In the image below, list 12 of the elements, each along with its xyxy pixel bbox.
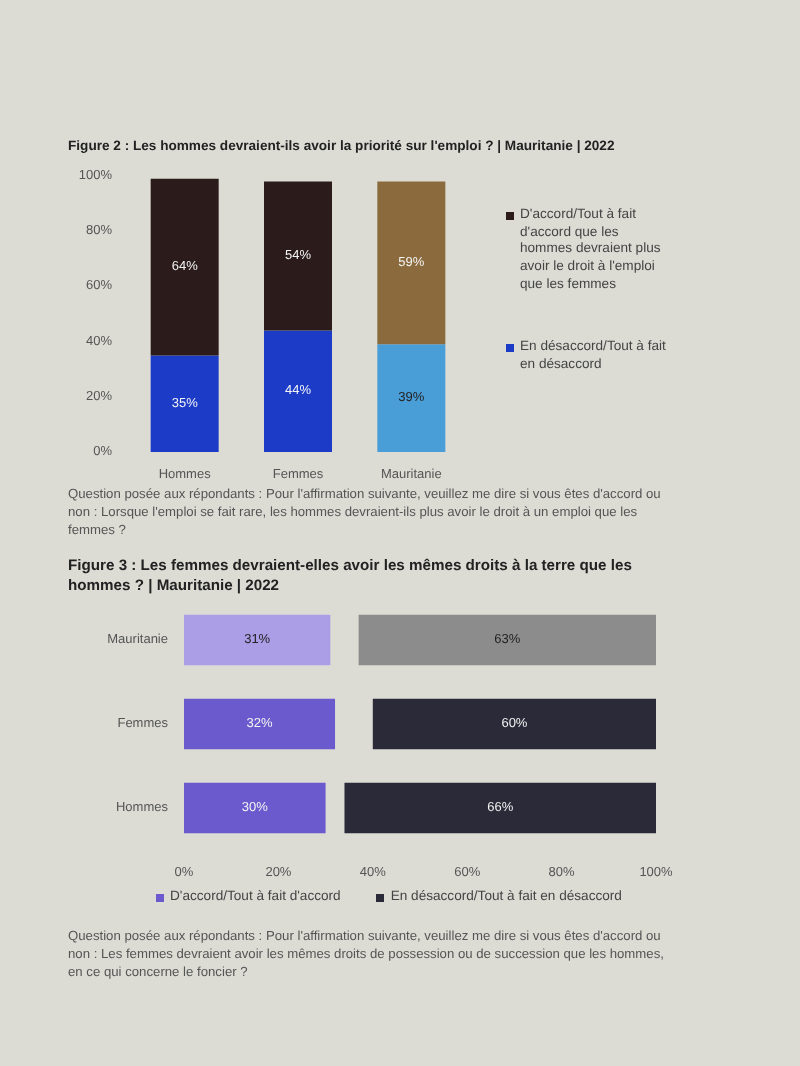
bar [358,614,656,665]
bar [372,698,656,749]
bar [184,698,336,749]
bar [184,782,326,833]
bar [184,614,331,665]
bar [377,181,446,345]
bar [344,782,656,833]
bar [264,181,332,331]
bar [150,355,219,452]
bar [377,344,446,452]
bar [150,178,219,356]
bar [264,330,332,452]
